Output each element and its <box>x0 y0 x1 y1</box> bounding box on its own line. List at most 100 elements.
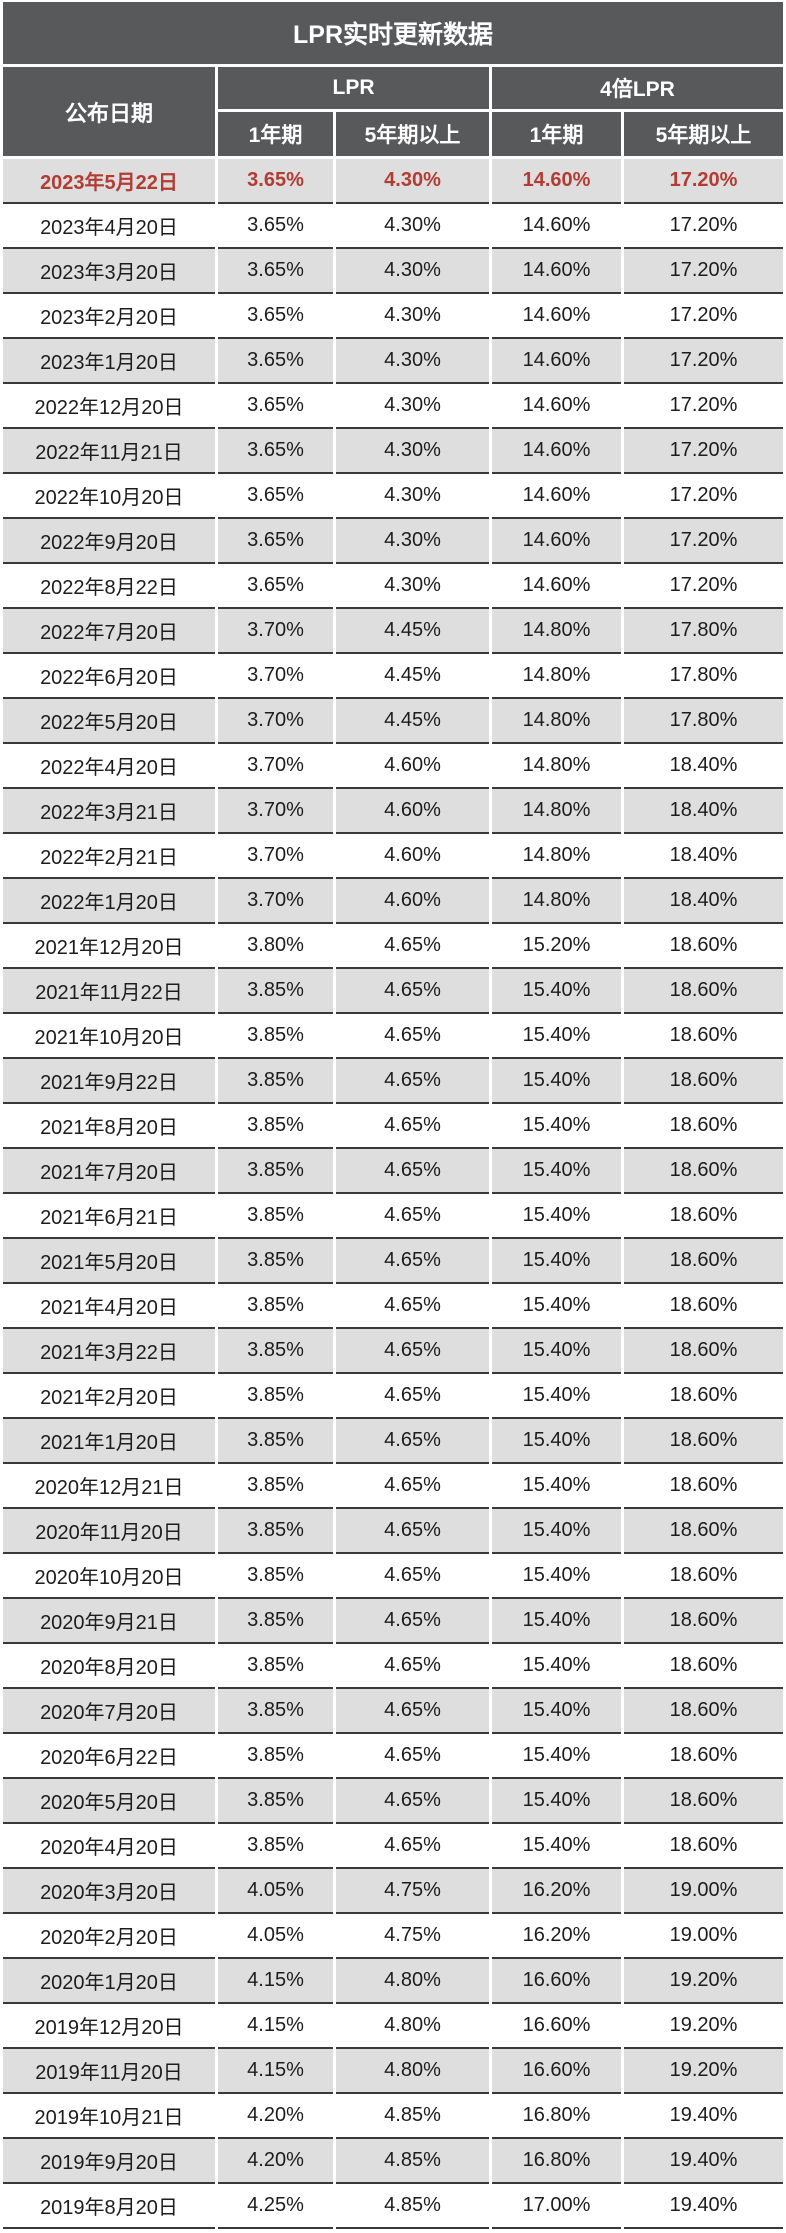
lpr4x-5y-cell: 19.20% <box>624 2004 784 2049</box>
lpr-5y-cell: 4.65% <box>336 1554 489 1599</box>
lpr-1y-cell: 3.70% <box>218 744 333 789</box>
date-cell: 2022年7月20日 <box>3 609 215 654</box>
table-row: 2021年3月22日 3.85% 4.65% 15.40% 18.60% <box>3 1329 784 1374</box>
date-cell: 2020年8月20日 <box>3 1644 215 1689</box>
lpr-5y-cell: 4.30% <box>336 249 489 294</box>
lpr-1y-cell: 3.85% <box>218 1059 333 1104</box>
lpr4x-5y-cell: 17.20% <box>624 204 784 249</box>
lpr-1y-cell: 3.85% <box>218 1689 333 1734</box>
table-row: 2023年3月20日 3.65% 4.30% 14.60% 17.20% <box>3 249 784 294</box>
lpr4x-5y-cell: 18.60% <box>624 1104 784 1149</box>
lpr-5y-cell: 4.65% <box>336 1149 489 1194</box>
lpr4x-5y-cell: 18.60% <box>624 1284 784 1329</box>
date-cell: 2021年12月20日 <box>3 924 215 969</box>
table-row: 2023年2月20日 3.65% 4.30% 14.60% 17.20% <box>3 294 784 339</box>
lpr-1y-cell: 4.05% <box>218 1914 333 1959</box>
date-cell: 2020年3月20日 <box>3 1869 215 1914</box>
table-row: 2019年10月21日 4.20% 4.85% 16.80% 19.40% <box>3 2094 784 2139</box>
col-header-lpr-5y: 5年期以上 <box>336 112 489 159</box>
lpr-5y-cell: 4.80% <box>336 1959 489 2004</box>
lpr4x-1y-cell: 15.40% <box>492 1149 621 1194</box>
lpr4x-5y-cell: 18.60% <box>624 1329 784 1374</box>
date-cell: 2020年6月22日 <box>3 1734 215 1779</box>
date-cell: 2021年5月20日 <box>3 1239 215 1284</box>
date-cell: 2022年11月21日 <box>3 429 215 474</box>
lpr-1y-cell: 3.65% <box>218 339 333 384</box>
date-cell: 2022年4月20日 <box>3 744 215 789</box>
table-row: 2022年11月21日 3.65% 4.30% 14.60% 17.20% <box>3 429 784 474</box>
lpr-5y-cell: 4.30% <box>336 294 489 339</box>
lpr-1y-cell: 3.65% <box>218 159 333 204</box>
table-row: 2020年7月20日 3.85% 4.65% 15.40% 18.60% <box>3 1689 784 1734</box>
lpr-5y-cell: 4.65% <box>336 1239 489 1284</box>
lpr-5y-cell: 4.65% <box>336 1194 489 1239</box>
lpr-1y-cell: 3.65% <box>218 429 333 474</box>
table-row: 2019年9月20日 4.20% 4.85% 16.80% 19.40% <box>3 2139 784 2184</box>
lpr4x-1y-cell: 15.40% <box>492 1014 621 1059</box>
table-row: 2021年11月22日 3.85% 4.65% 15.40% 18.60% <box>3 969 784 1014</box>
lpr4x-1y-cell: 14.80% <box>492 879 621 924</box>
lpr4x-5y-cell: 17.20% <box>624 384 784 429</box>
table-row: 2022年4月20日 3.70% 4.60% 14.80% 18.40% <box>3 744 784 789</box>
lpr-5y-cell: 4.45% <box>336 699 489 744</box>
lpr4x-1y-cell: 15.40% <box>492 969 621 1014</box>
col-header-lpr-1y: 1年期 <box>218 112 333 159</box>
lpr-1y-cell: 3.85% <box>218 1599 333 1644</box>
lpr4x-5y-cell: 17.20% <box>624 519 784 564</box>
lpr-1y-cell: 3.70% <box>218 609 333 654</box>
lpr4x-5y-cell: 18.60% <box>624 1464 784 1509</box>
col-header-lpr-group: LPR <box>218 67 489 112</box>
date-cell: 2020年11月20日 <box>3 1509 215 1554</box>
lpr-5y-cell: 4.65% <box>336 1599 489 1644</box>
table-row: 2019年8月20日 4.25% 4.85% 17.00% 19.40% <box>3 2184 784 2229</box>
lpr-1y-cell: 3.85% <box>218 969 333 1014</box>
table-body: 2023年5月22日 3.65% 4.30% 14.60% 17.20% 202… <box>3 159 784 2229</box>
lpr-5y-cell: 4.65% <box>336 1419 489 1464</box>
lpr-1y-cell: 3.70% <box>218 699 333 744</box>
lpr-5y-cell: 4.45% <box>336 654 489 699</box>
date-cell: 2020年5月20日 <box>3 1779 215 1824</box>
lpr4x-5y-cell: 18.60% <box>624 1689 784 1734</box>
lpr-5y-cell: 4.85% <box>336 2139 489 2184</box>
table-row: 2022年5月20日 3.70% 4.45% 14.80% 17.80% <box>3 699 784 744</box>
lpr4x-5y-cell: 18.60% <box>624 1194 784 1239</box>
date-cell: 2021年2月20日 <box>3 1374 215 1419</box>
table-row: 2019年11月20日 4.15% 4.80% 16.60% 19.20% <box>3 2049 784 2094</box>
lpr-5y-cell: 4.65% <box>336 1329 489 1374</box>
table-row: 2020年5月20日 3.85% 4.65% 15.40% 18.60% <box>3 1779 784 1824</box>
lpr4x-1y-cell: 15.40% <box>492 1734 621 1779</box>
lpr-5y-cell: 4.30% <box>336 339 489 384</box>
date-cell: 2021年1月20日 <box>3 1419 215 1464</box>
table-row: 2020年11月20日 3.85% 4.65% 15.40% 18.60% <box>3 1509 784 1554</box>
lpr-1y-cell: 4.25% <box>218 2184 333 2229</box>
date-cell: 2021年8月20日 <box>3 1104 215 1149</box>
lpr-1y-cell: 3.65% <box>218 249 333 294</box>
lpr4x-5y-cell: 18.60% <box>624 1644 784 1689</box>
table-row: 2021年8月20日 3.85% 4.65% 15.40% 18.60% <box>3 1104 784 1149</box>
lpr-5y-cell: 4.75% <box>336 1914 489 1959</box>
lpr4x-1y-cell: 14.60% <box>492 429 621 474</box>
lpr-1y-cell: 4.20% <box>218 2139 333 2184</box>
table-row: 2020年6月22日 3.85% 4.65% 15.40% 18.60% <box>3 1734 784 1779</box>
lpr4x-5y-cell: 17.20% <box>624 564 784 609</box>
lpr4x-1y-cell: 16.60% <box>492 2049 621 2094</box>
lpr4x-5y-cell: 18.60% <box>624 1374 784 1419</box>
lpr4x-1y-cell: 14.80% <box>492 789 621 834</box>
lpr4x-1y-cell: 16.20% <box>492 1869 621 1914</box>
lpr4x-5y-cell: 17.80% <box>624 609 784 654</box>
lpr4x-1y-cell: 15.40% <box>492 1284 621 1329</box>
table-row: 2022年1月20日 3.70% 4.60% 14.80% 18.40% <box>3 879 784 924</box>
table-row: 2020年2月20日 4.05% 4.75% 16.20% 19.00% <box>3 1914 784 1959</box>
date-cell: 2022年5月20日 <box>3 699 215 744</box>
lpr4x-5y-cell: 17.20% <box>624 294 784 339</box>
lpr4x-5y-cell: 18.60% <box>624 1239 784 1284</box>
lpr-5y-cell: 4.65% <box>336 1779 489 1824</box>
table-row: 2021年10月20日 3.85% 4.65% 15.40% 18.60% <box>3 1014 784 1059</box>
date-cell: 2019年12月20日 <box>3 2004 215 2049</box>
lpr-5y-cell: 4.80% <box>336 2004 489 2049</box>
lpr4x-1y-cell: 16.20% <box>492 1914 621 1959</box>
table-row: 2020年10月20日 3.85% 4.65% 15.40% 18.60% <box>3 1554 784 1599</box>
lpr-1y-cell: 3.85% <box>218 1419 333 1464</box>
lpr-5y-cell: 4.30% <box>336 384 489 429</box>
